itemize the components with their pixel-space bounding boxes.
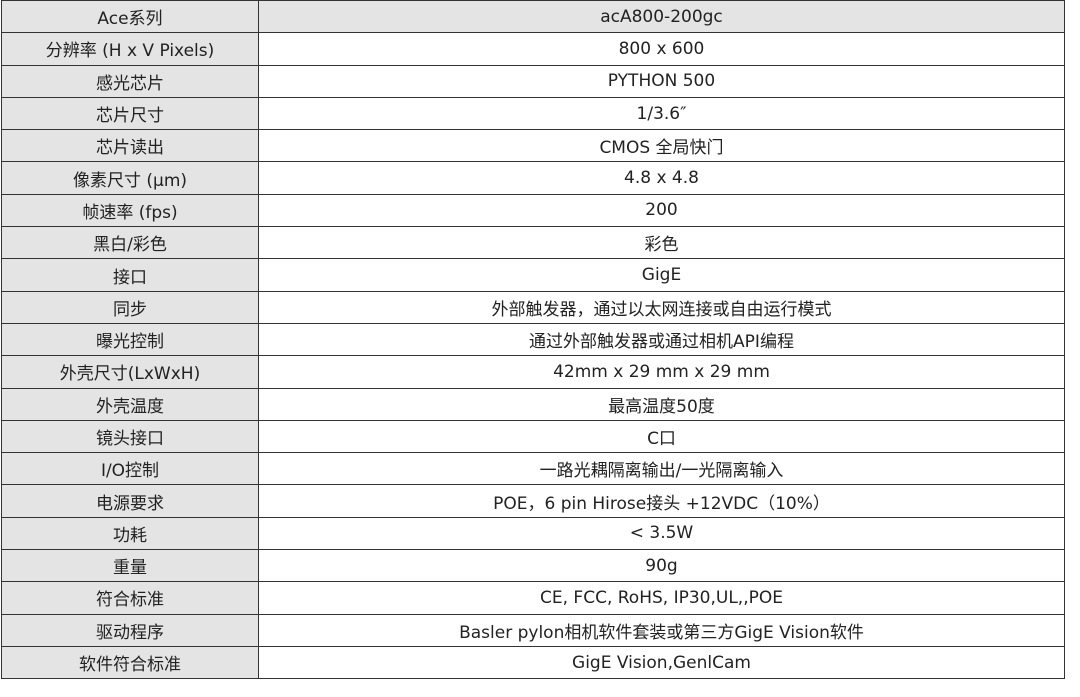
spec-table: Ace系列 acA800-200gc 分辨率 (H x V Pixels) 800… xyxy=(1,0,1065,680)
spec-value: C口 xyxy=(258,419,1065,454)
table-row: 芯片读出 CMOS 全局快门 xyxy=(1,129,1065,163)
table-row: 电源要求 POE，6 pin Hirose接头 +12VDC（10%） xyxy=(1,484,1065,518)
table-row: 驱动程序 Basler pylon相机软件套装或第三方GigE Vision软件 xyxy=(1,613,1065,647)
spec-label: 外壳温度 xyxy=(1,387,259,421)
spec-label: 分辨率 (H x V Pixels) xyxy=(1,32,259,66)
spec-value: GigE xyxy=(258,258,1065,292)
spec-label: 芯片读出 xyxy=(1,129,259,163)
spec-label: 符合标准 xyxy=(1,581,259,615)
spec-value: 90g xyxy=(258,549,1065,583)
spec-value: 一路光耦隔离输出/一光隔离输入 xyxy=(258,452,1065,486)
table-row: 芯片尺寸 1/3.6″ xyxy=(1,96,1065,131)
table-row: 符合标准 CE, FCC, RoHS, IP30,UL,,POE xyxy=(1,581,1065,615)
spec-value: 外部触发器，通过以太网连接或自由运行模式 xyxy=(258,290,1065,324)
table-row: 同步 外部触发器，通过以太网连接或自由运行模式 xyxy=(1,290,1065,324)
table-row: 像素尺寸 (µm) 4.8 x 4.8 xyxy=(1,161,1065,195)
table-row: 镜头接口 C口 xyxy=(1,419,1065,454)
spec-label: 外壳尺寸(LxWxH) xyxy=(1,355,259,389)
spec-value: CMOS 全局快门 xyxy=(258,129,1065,163)
spec-value: 200 xyxy=(258,193,1065,228)
spec-value: 800 x 600 xyxy=(258,32,1065,66)
table-row: 功耗 < 3.5W xyxy=(1,516,1065,551)
spec-label: 电源要求 xyxy=(1,484,259,518)
header-label: Ace系列 xyxy=(1,0,259,34)
header-model: acA800-200gc xyxy=(258,0,1065,34)
spec-label: 功耗 xyxy=(1,516,259,551)
table-row: 外壳温度 最高温度50度 xyxy=(1,387,1065,421)
spec-value: POE，6 pin Hirose接头 +12VDC（10%） xyxy=(258,484,1065,518)
table-row: 重量 90g xyxy=(1,549,1065,583)
spec-value: 彩色 xyxy=(258,226,1065,260)
table-row: 外壳尺寸(LxWxH) 42mm x 29 mm x 29 mm xyxy=(1,355,1065,389)
spec-label: 芯片尺寸 xyxy=(1,96,259,131)
table-row: 分辨率 (H x V Pixels) 800 x 600 xyxy=(1,32,1065,66)
spec-label: 接口 xyxy=(1,258,259,292)
spec-value: 1/3.6″ xyxy=(258,96,1065,131)
spec-value: PYTHON 500 xyxy=(258,64,1065,98)
spec-label: 帧速率 (fps) xyxy=(1,193,259,228)
table-row: 曝光控制 通过外部触发器或通过相机API编程 xyxy=(1,322,1065,357)
spec-value: 最高温度50度 xyxy=(258,387,1065,421)
spec-label: 重量 xyxy=(1,549,259,583)
spec-label: 像素尺寸 (µm) xyxy=(1,161,259,195)
spec-value: < 3.5W xyxy=(258,516,1065,551)
spec-label: 软件符合标准 xyxy=(1,645,259,680)
spec-label: 镜头接口 xyxy=(1,419,259,454)
table-row: 软件符合标准 GigE Vision,GenlCam xyxy=(1,645,1065,680)
spec-value: 4.8 x 4.8 xyxy=(258,161,1065,195)
spec-value: GigE Vision,GenlCam xyxy=(258,645,1065,680)
spec-label: 感光芯片 xyxy=(1,64,259,98)
spec-label: 同步 xyxy=(1,290,259,324)
table-row: 接口 GigE xyxy=(1,258,1065,292)
spec-value: CE, FCC, RoHS, IP30,UL,,POE xyxy=(258,581,1065,615)
spec-label: 驱动程序 xyxy=(1,613,259,647)
table-row: 感光芯片 PYTHON 500 xyxy=(1,64,1065,98)
spec-label: 黑白/彩色 xyxy=(1,226,259,260)
table-row: I/O控制 一路光耦隔离输出/一光隔离输入 xyxy=(1,452,1065,486)
table-row: 帧速率 (fps) 200 xyxy=(1,193,1065,228)
spec-label: 曝光控制 xyxy=(1,322,259,357)
spec-value: Basler pylon相机软件套装或第三方GigE Vision软件 xyxy=(258,613,1065,647)
table-row: 黑白/彩色 彩色 xyxy=(1,226,1065,260)
table-header-row: Ace系列 acA800-200gc xyxy=(1,0,1065,34)
spec-label: I/O控制 xyxy=(1,452,259,486)
spec-value: 通过外部触发器或通过相机API编程 xyxy=(258,322,1065,357)
spec-value: 42mm x 29 mm x 29 mm xyxy=(258,355,1065,389)
